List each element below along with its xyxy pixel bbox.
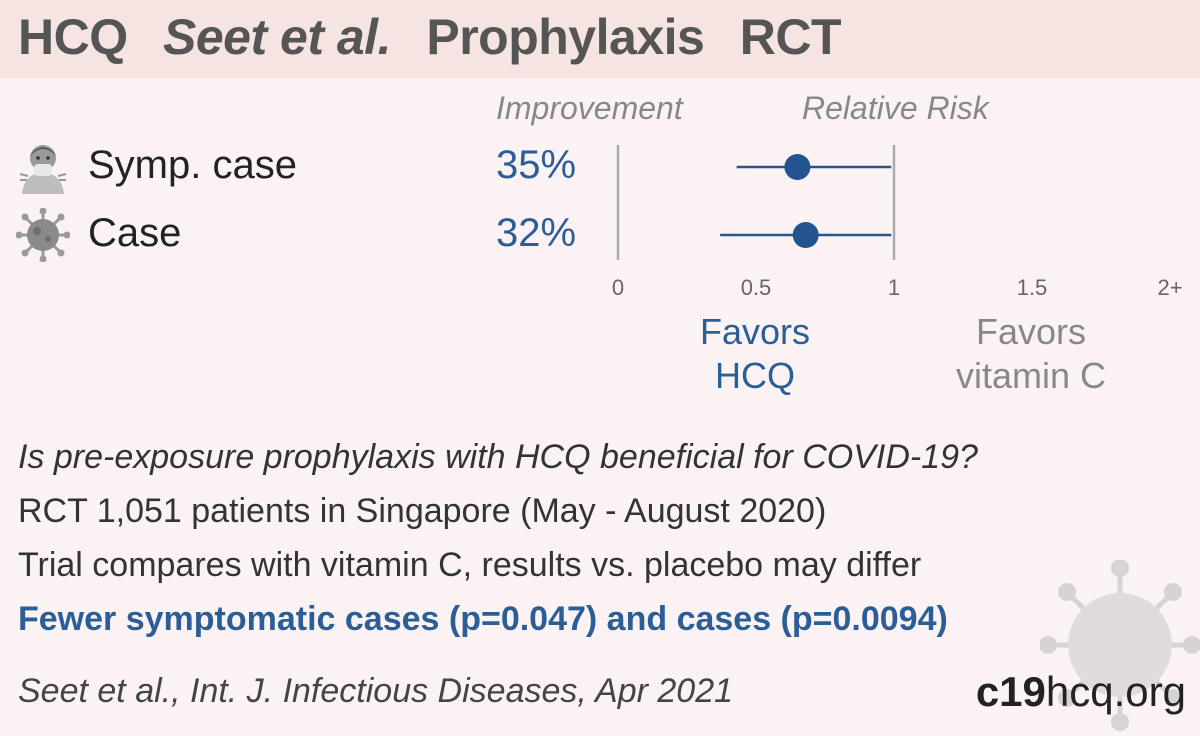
virus-icon xyxy=(15,207,71,267)
row-label-case: Case xyxy=(88,211,182,255)
title-design: RCT xyxy=(739,9,842,65)
x-tick-label: 0.5 xyxy=(741,275,772,300)
improvement-column-header: Improvement xyxy=(496,90,683,126)
study-result: Fewer symptomatic cases (p=0.047) and ca… xyxy=(18,600,948,638)
citation: Seet et al., Int. J. Infectious Diseases… xyxy=(18,672,734,710)
title-topic: Prophylaxis xyxy=(426,9,705,65)
brand-rest: hcq.org xyxy=(1045,668,1186,715)
row-label-symp-case: Symp. case xyxy=(88,143,297,187)
favors-control-line-1: Favors xyxy=(975,311,1087,352)
x-tick-label: 0 xyxy=(612,275,624,300)
relative-risk-column-header: Relative Risk xyxy=(802,90,989,126)
virus-watermark-icon xyxy=(1039,559,1200,736)
title-drug: HCQ xyxy=(18,9,128,65)
study-question: Is pre-exposure prophylaxis with HCQ ben… xyxy=(18,438,978,476)
x-tick-label: 1 xyxy=(888,275,900,300)
study-design: RCT 1,051 patients in Singapore (May - A… xyxy=(18,492,827,530)
improvement-symp-case: 35% xyxy=(496,143,577,187)
favors-control-label: Favors vitamin C xyxy=(931,310,1131,398)
x-tick-label: 1.5 xyxy=(1017,275,1048,300)
title-author: Seet et al. xyxy=(163,9,391,65)
x-tick-label: 2+ xyxy=(1157,275,1182,300)
improvement-case: 32% xyxy=(496,211,577,255)
point-estimate xyxy=(792,222,819,248)
forest-plot: 0 0.5 1 1.5 2+ xyxy=(612,145,1183,300)
site-brand[interactable]: c19hcq.org xyxy=(976,668,1186,716)
favors-hcq-line-1: Favors xyxy=(699,311,811,352)
favors-control-line-2: vitamin C xyxy=(955,355,1107,396)
brand-bold: c19 xyxy=(975,668,1046,715)
point-estimate xyxy=(784,154,811,180)
study-comparison: Trial compares with vitamin C, results v… xyxy=(18,546,922,584)
page-title: HCQ Seet et al. Prophylaxis RCT xyxy=(18,8,863,66)
sick-person-icon xyxy=(16,140,70,199)
favors-hcq-line-2: HCQ xyxy=(715,355,795,396)
header-bar xyxy=(0,0,1200,78)
favors-hcq-label: Favors HCQ xyxy=(670,310,840,398)
